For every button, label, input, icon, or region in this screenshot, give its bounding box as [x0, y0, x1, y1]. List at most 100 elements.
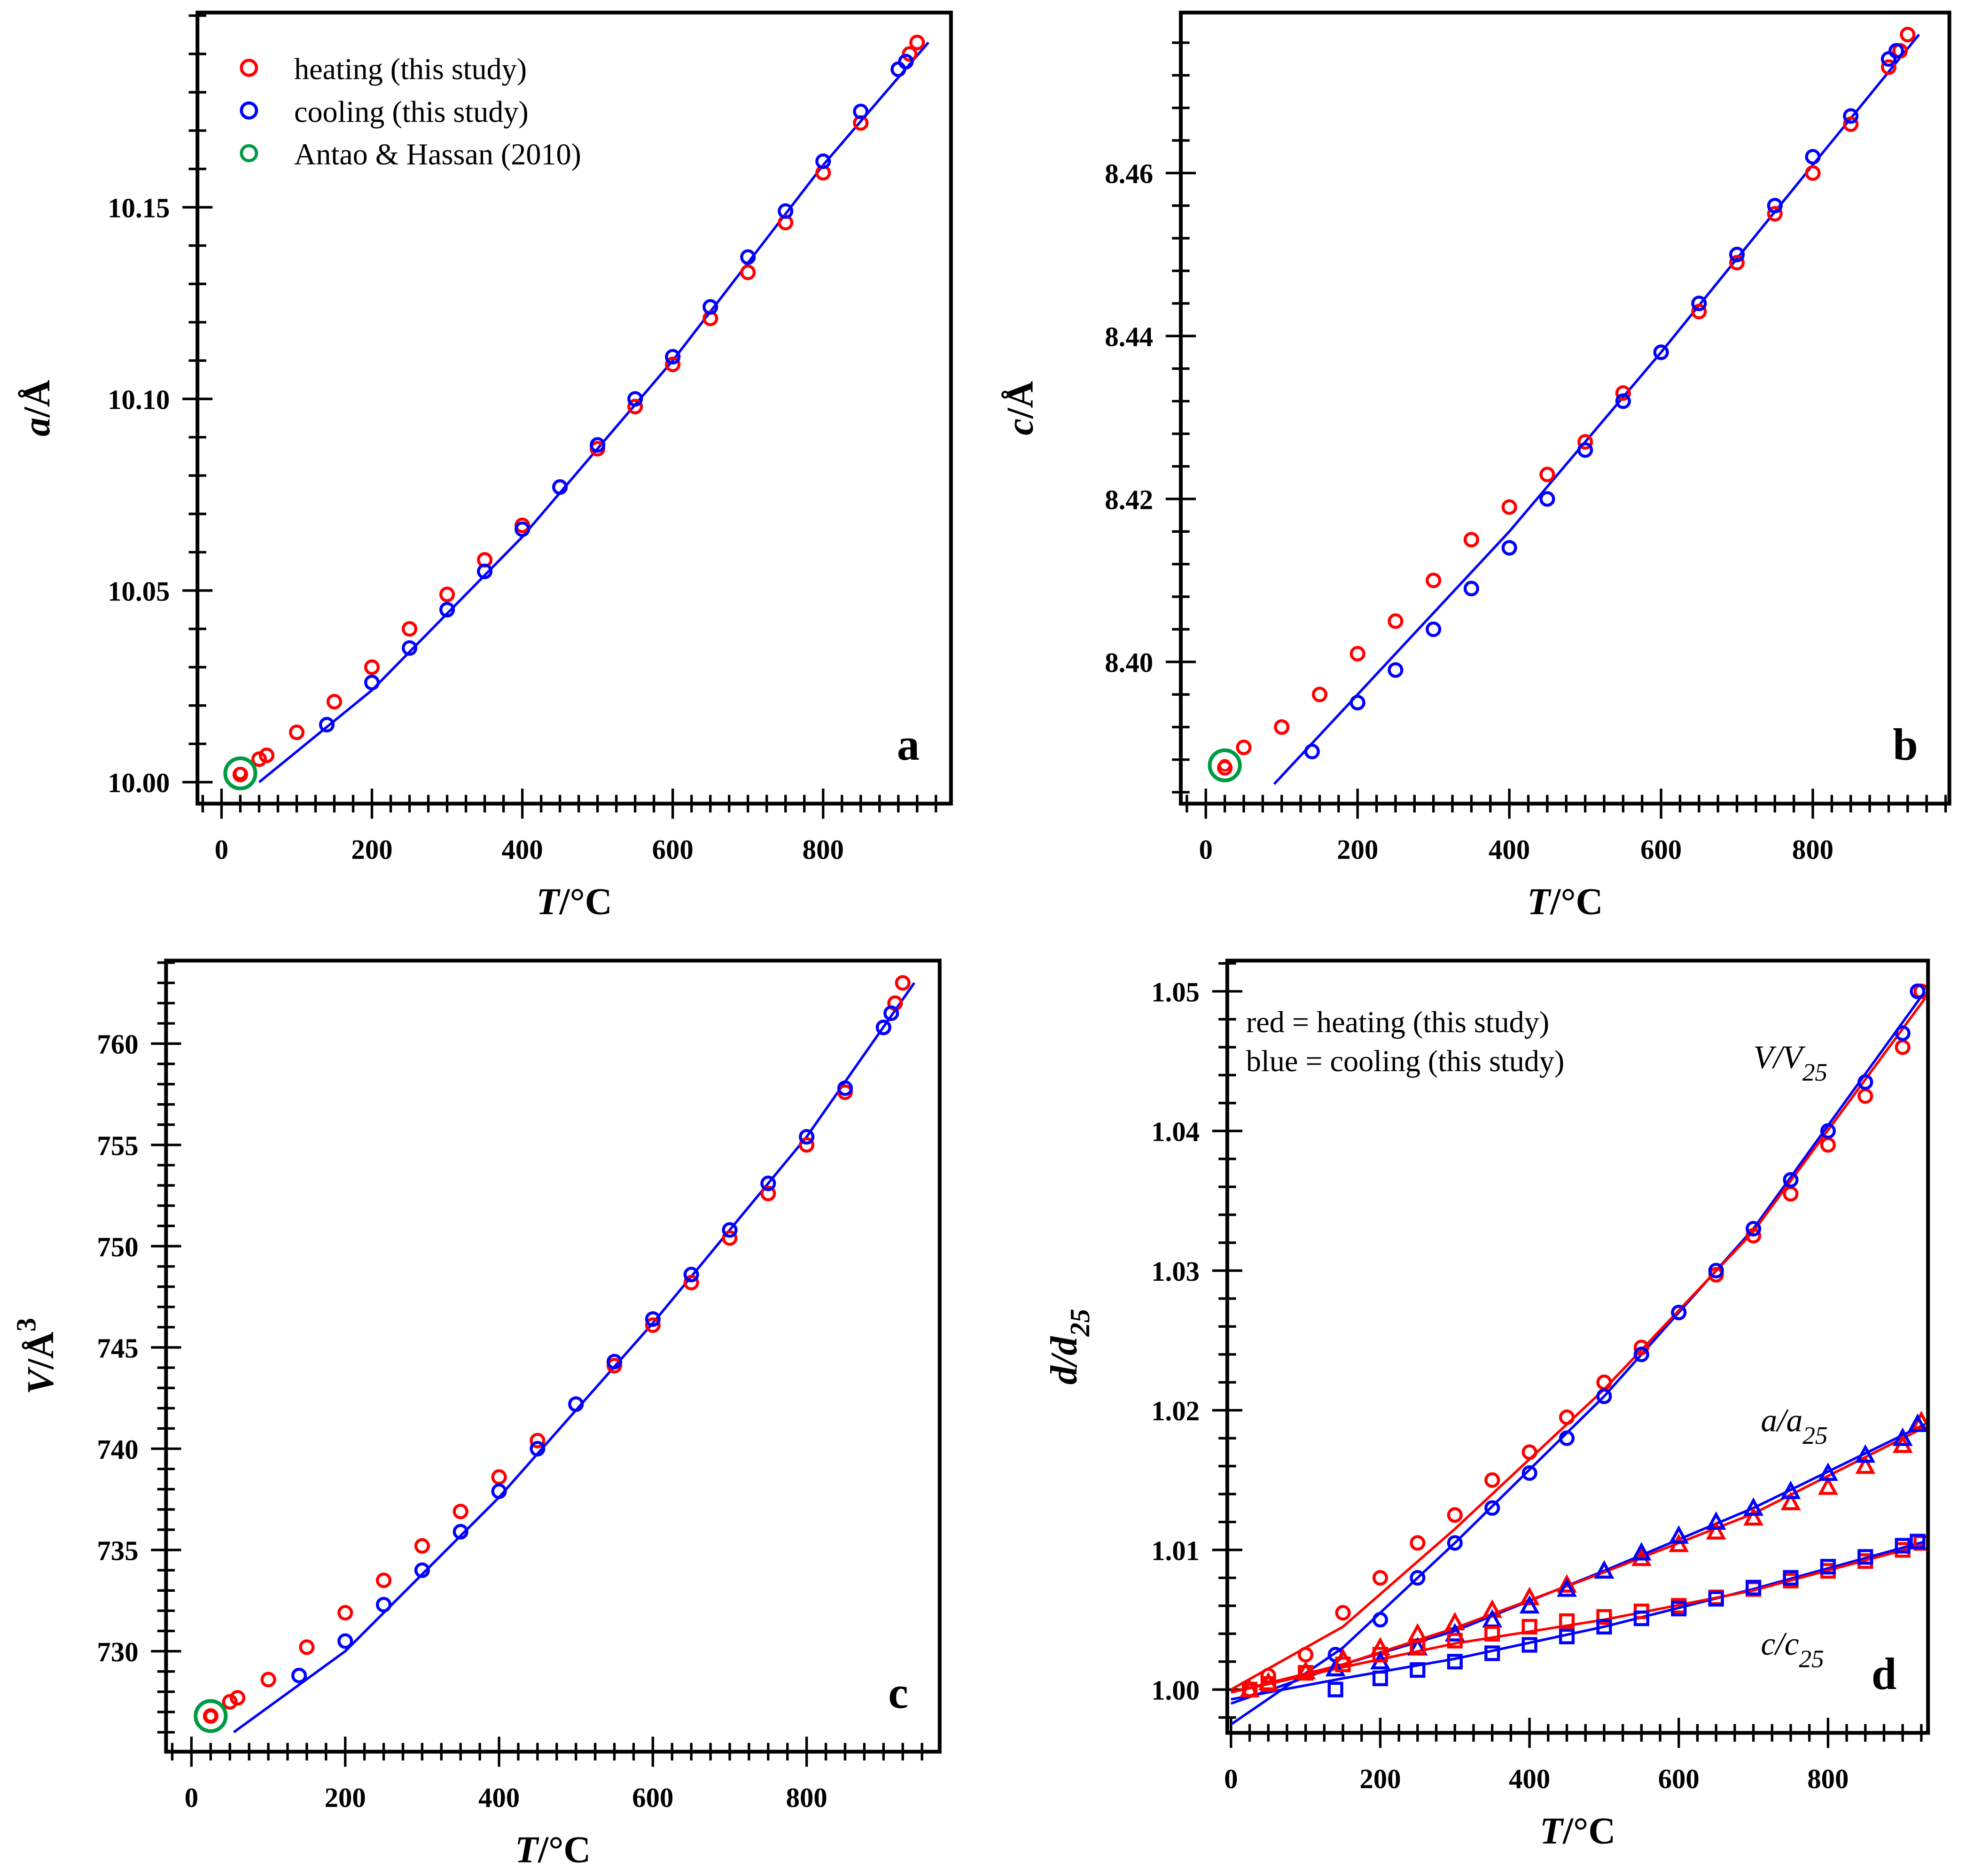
panel-letter: c [888, 1667, 908, 1718]
legend-label: heating (this study) [294, 52, 527, 86]
data-point [552, 479, 568, 495]
data-point [1671, 1601, 1687, 1617]
data-point [1880, 59, 1897, 75]
data-point [1729, 255, 1745, 271]
data-point [1241, 1681, 1258, 1697]
data-point [1388, 613, 1404, 629]
data-point [1910, 983, 1926, 999]
panel-b: 0 200 400 600 800 8.40 8.42 8.44 8.46 T/°C c/Å b [1000, 10, 1951, 923]
x-tick-label: 800 [786, 1783, 827, 1813]
data-point [1596, 1374, 1612, 1390]
y-tick-label: 1.05 [1151, 977, 1200, 1007]
data-point [815, 153, 831, 169]
data-point [1596, 1609, 1612, 1625]
y-axis-var: V [20, 1367, 62, 1394]
data-point [1783, 1570, 1799, 1586]
x-axis-var: T [1540, 1811, 1564, 1852]
data-point [414, 1562, 430, 1578]
data-point [1805, 149, 1821, 165]
y-axis-label: V/Å3 [11, 1318, 61, 1394]
x-tick-label: 600 [1640, 834, 1682, 865]
data-point [1335, 1657, 1351, 1673]
x-axis-unit: /°C [559, 881, 612, 923]
data-point [1783, 1186, 1799, 1202]
data-point [606, 1354, 623, 1370]
data-point [1888, 43, 1904, 59]
x-tick-label: 0 [1199, 834, 1213, 865]
legend-marker [240, 101, 258, 120]
data-point [1633, 1611, 1649, 1627]
plot-frame [1178, 10, 1951, 806]
reference-point [194, 1699, 228, 1733]
fit-lines [233, 982, 915, 1734]
curve-label-main: c/c [1761, 1626, 1799, 1662]
data-point [1484, 1626, 1500, 1642]
y-tick-label: 1.01 [1151, 1535, 1200, 1566]
data-point [364, 675, 380, 691]
y-axis-var: c [1000, 419, 1041, 436]
data-point [1559, 1430, 1575, 1446]
data-point [890, 61, 906, 78]
y-tick-label: 750 [97, 1232, 138, 1262]
data-point [1501, 540, 1517, 556]
legend-label: cooling (this study) [294, 95, 529, 128]
data-point [760, 1175, 776, 1191]
data-point [299, 1639, 315, 1655]
data-point [1780, 1492, 1801, 1510]
data-point [1577, 434, 1593, 450]
data-point [1521, 1619, 1537, 1635]
fit-line [1273, 33, 1920, 785]
y-tick-label: 740 [97, 1434, 138, 1465]
data-point [1743, 1507, 1763, 1526]
x-tick-label: 200 [325, 1783, 366, 1813]
x-axis-unit: /°C [538, 1829, 591, 1871]
x-axis-label: T/°C [536, 881, 612, 923]
data-point [1447, 1535, 1463, 1551]
y-tick-label: 730 [97, 1637, 138, 1667]
data-point [645, 1317, 661, 1333]
data-point [1820, 1559, 1836, 1575]
data-point [1691, 296, 1707, 311]
y-tick-label: 8.44 [1105, 322, 1153, 352]
reference-point [223, 756, 257, 791]
x-tick-label: 400 [1509, 1764, 1550, 1794]
data-point [740, 249, 756, 265]
data-point [1372, 1611, 1388, 1628]
plot-frame [164, 958, 942, 1754]
legend-marker [240, 58, 258, 77]
data-point [375, 1572, 392, 1588]
data-point [837, 1080, 853, 1096]
markers [194, 975, 911, 1733]
data-point [1447, 1633, 1463, 1649]
data-point [491, 1469, 507, 1485]
y-axis-var: d [1044, 1365, 1085, 1385]
data-point [1783, 1172, 1799, 1188]
data-point [1350, 646, 1365, 662]
data-point [740, 265, 756, 280]
data-point [1900, 26, 1916, 43]
y-tick-label: 10.05 [108, 576, 170, 607]
fit-line [1231, 1540, 1926, 1701]
data-point [1463, 532, 1479, 548]
y-axis-unit: /Å [1000, 381, 1041, 419]
data-point [1410, 1640, 1426, 1656]
data-point [1857, 1088, 1873, 1104]
x-axis-unit: /°C [1550, 881, 1603, 923]
data-point [1410, 1662, 1426, 1678]
fit-line [1230, 990, 1927, 1726]
curve-label-sub: 25 [1802, 1058, 1827, 1086]
reference-point [1208, 748, 1242, 783]
data-point [1767, 206, 1783, 222]
curve-label: V/V25 [1754, 1039, 1828, 1086]
data-point [1855, 1455, 1876, 1474]
data-point [1745, 1580, 1762, 1596]
x-tick-label: 400 [478, 1783, 520, 1813]
data-point [251, 751, 267, 767]
y-tick-label: 745 [97, 1333, 138, 1363]
data-point [515, 521, 531, 537]
data-point [702, 299, 718, 315]
data-point [1820, 1123, 1836, 1139]
data-point [627, 391, 643, 407]
data-point [1708, 1262, 1724, 1279]
y-tick-label: 1.04 [1151, 1117, 1200, 1147]
